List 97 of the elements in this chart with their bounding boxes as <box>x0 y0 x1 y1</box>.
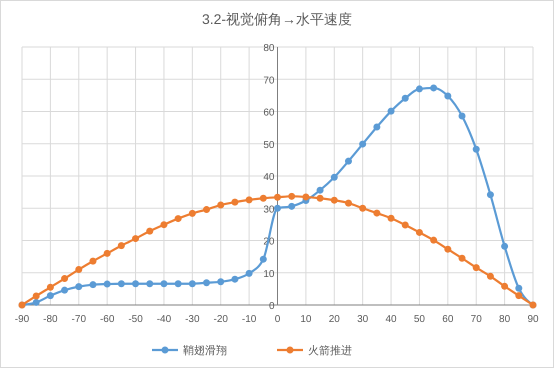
point <box>188 280 196 288</box>
point <box>316 186 324 194</box>
point <box>472 264 480 272</box>
point <box>274 194 281 201</box>
point <box>75 283 82 290</box>
point <box>188 210 196 217</box>
point <box>359 204 366 212</box>
y-tick-label: 30 <box>263 204 275 216</box>
x-tick-label: -60 <box>100 314 115 325</box>
point <box>316 194 324 202</box>
point <box>104 280 111 288</box>
point <box>217 202 224 209</box>
point <box>501 282 508 290</box>
point <box>46 292 54 300</box>
point <box>458 112 466 120</box>
point <box>344 158 352 165</box>
point <box>61 275 68 282</box>
point <box>217 278 224 286</box>
point <box>274 204 281 212</box>
x-tick-label: 80 <box>499 314 511 325</box>
point <box>132 235 140 242</box>
x-tick-label: 50 <box>414 314 426 325</box>
point <box>388 108 395 115</box>
point <box>89 281 96 288</box>
point <box>330 196 338 204</box>
x-tick-label: -80 <box>43 314 58 325</box>
point <box>75 266 82 274</box>
x-tick-label: 40 <box>385 314 398 325</box>
point <box>486 272 494 280</box>
point <box>388 214 395 222</box>
x-tick-label: 30 <box>357 314 369 325</box>
point <box>344 200 352 207</box>
y-tick-label: 10 <box>263 268 275 280</box>
point <box>61 286 68 294</box>
point <box>174 280 182 288</box>
y-tick-label: 60 <box>263 108 275 118</box>
x-tick-label: -50 <box>128 314 144 325</box>
x-tick-label: -90 <box>14 314 30 325</box>
point <box>472 146 480 153</box>
point <box>515 292 522 300</box>
point <box>203 206 210 214</box>
point <box>458 254 466 262</box>
point <box>501 242 508 250</box>
x-tick-label: 90 <box>527 314 539 325</box>
y-tick-label: 80 <box>263 43 275 54</box>
point <box>330 174 338 181</box>
point <box>288 202 296 210</box>
point <box>260 256 267 263</box>
point <box>89 258 96 265</box>
point <box>46 284 54 291</box>
point <box>444 92 452 100</box>
x-tick-label: -10 <box>242 314 257 325</box>
point <box>373 210 380 217</box>
y-tick-label: 50 <box>263 140 275 151</box>
x-tick-label: -40 <box>156 314 172 325</box>
point <box>146 280 154 288</box>
x-tick-label: 20 <box>328 314 340 325</box>
x-tick-label: 60 <box>442 314 454 325</box>
x-tick-label: -20 <box>213 314 228 325</box>
point <box>132 280 140 288</box>
point <box>231 276 238 283</box>
point <box>32 292 40 300</box>
point <box>160 280 168 288</box>
point <box>444 246 452 253</box>
point <box>104 250 111 257</box>
point <box>246 270 253 277</box>
point <box>402 222 409 229</box>
point <box>430 236 438 244</box>
point <box>260 194 267 202</box>
point <box>146 228 154 235</box>
point <box>160 221 168 228</box>
point <box>430 84 438 92</box>
legend-label: 鞘翅滑翔 <box>183 344 227 357</box>
x-tick-label: 10 <box>300 314 312 325</box>
point <box>373 123 380 130</box>
point <box>231 198 238 206</box>
point <box>416 228 423 236</box>
x-tick-label: 70 <box>470 314 482 325</box>
point <box>416 85 423 92</box>
point <box>118 242 125 250</box>
point <box>402 94 409 102</box>
point <box>174 215 182 222</box>
point <box>486 191 494 198</box>
point <box>359 140 366 148</box>
point <box>118 280 125 288</box>
point <box>32 298 40 306</box>
point <box>515 284 522 292</box>
legend-label: 火箭推进 <box>308 344 352 357</box>
chart-title: 3.2-视觉俯角→水平速度 <box>202 11 352 27</box>
point <box>302 193 310 200</box>
y-tick-label: 70 <box>263 75 275 86</box>
point <box>246 196 253 204</box>
x-tick-label: -70 <box>72 314 86 325</box>
point <box>203 279 210 286</box>
point <box>288 192 296 200</box>
x-tick-label: -30 <box>185 314 200 325</box>
y-tick-label: 40 <box>263 172 275 183</box>
